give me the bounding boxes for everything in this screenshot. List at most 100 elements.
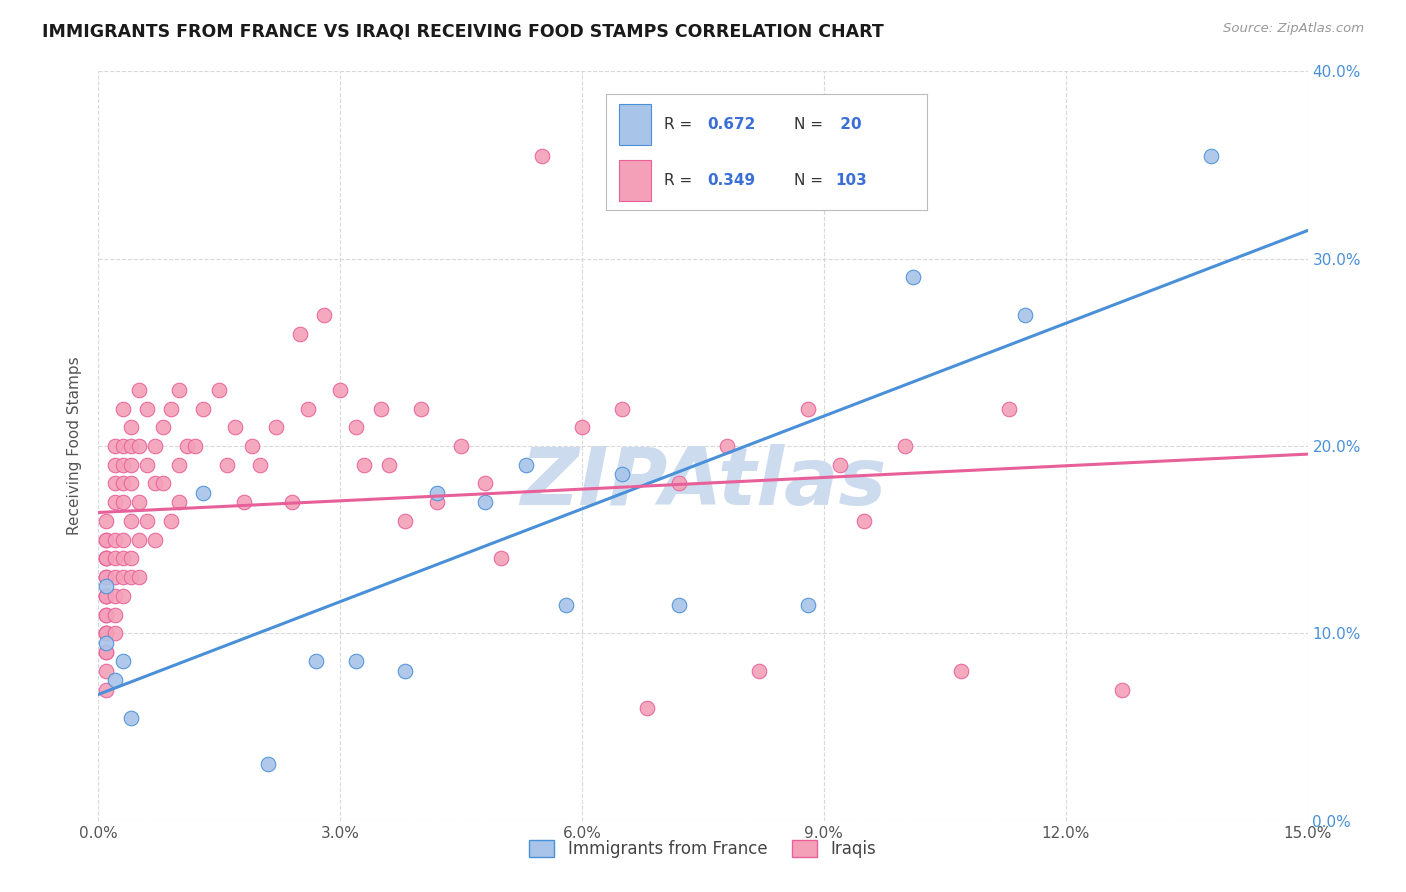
Point bbox=[612, 401, 634, 416]
Point bbox=[120, 551, 142, 566]
Point bbox=[281, 495, 304, 509]
Point bbox=[120, 514, 142, 528]
Point bbox=[193, 401, 215, 416]
Point bbox=[103, 626, 125, 640]
Point bbox=[949, 664, 972, 678]
Point bbox=[111, 533, 134, 547]
Point bbox=[167, 495, 190, 509]
Point bbox=[128, 495, 150, 509]
Point bbox=[128, 439, 150, 453]
Point bbox=[96, 607, 118, 622]
Point bbox=[96, 551, 118, 566]
Point bbox=[426, 495, 449, 509]
Point bbox=[143, 439, 166, 453]
Point bbox=[612, 467, 634, 482]
Point bbox=[853, 514, 876, 528]
Point bbox=[96, 589, 118, 603]
Point bbox=[450, 439, 472, 453]
Point bbox=[103, 570, 125, 584]
Point bbox=[103, 589, 125, 603]
Point bbox=[111, 439, 134, 453]
Point bbox=[96, 626, 118, 640]
Point bbox=[160, 514, 183, 528]
Point bbox=[96, 664, 118, 678]
Point bbox=[96, 589, 118, 603]
Text: ZIPAtlas: ZIPAtlas bbox=[520, 444, 886, 523]
Point bbox=[377, 458, 399, 472]
Point bbox=[426, 486, 449, 500]
Point bbox=[344, 420, 367, 434]
Point bbox=[103, 476, 125, 491]
Point bbox=[96, 570, 118, 584]
Point bbox=[111, 551, 134, 566]
Point bbox=[143, 476, 166, 491]
Point bbox=[217, 458, 239, 472]
Point bbox=[249, 458, 271, 472]
Point bbox=[1014, 308, 1036, 322]
Point bbox=[716, 439, 738, 453]
Text: Source: ZipAtlas.com: Source: ZipAtlas.com bbox=[1223, 22, 1364, 36]
Point bbox=[96, 514, 118, 528]
Point bbox=[111, 570, 134, 584]
Point bbox=[353, 458, 375, 472]
Point bbox=[474, 495, 496, 509]
Point bbox=[668, 476, 690, 491]
Point bbox=[96, 533, 118, 547]
Point bbox=[491, 551, 513, 566]
Point bbox=[128, 533, 150, 547]
Point bbox=[998, 401, 1021, 416]
Point bbox=[474, 476, 496, 491]
Point bbox=[111, 476, 134, 491]
Point bbox=[1199, 149, 1222, 163]
Point bbox=[152, 420, 174, 434]
Point bbox=[111, 655, 134, 669]
Point bbox=[103, 458, 125, 472]
Point bbox=[240, 439, 263, 453]
Point bbox=[256, 757, 278, 772]
Point bbox=[1111, 682, 1133, 697]
Point bbox=[120, 570, 142, 584]
Point bbox=[103, 607, 125, 622]
Point bbox=[901, 270, 924, 285]
Point bbox=[224, 420, 246, 434]
Point bbox=[103, 533, 125, 547]
Point bbox=[636, 701, 658, 715]
Point bbox=[530, 149, 553, 163]
Point bbox=[103, 551, 125, 566]
Point bbox=[103, 495, 125, 509]
Point bbox=[103, 439, 125, 453]
Point bbox=[103, 673, 125, 688]
Point bbox=[668, 599, 690, 613]
Point bbox=[96, 682, 118, 697]
Point bbox=[96, 551, 118, 566]
Point bbox=[555, 599, 578, 613]
Point bbox=[394, 664, 416, 678]
Point bbox=[96, 570, 118, 584]
Point bbox=[135, 514, 157, 528]
Point bbox=[167, 458, 190, 472]
Point bbox=[152, 476, 174, 491]
Point bbox=[748, 664, 770, 678]
Point bbox=[96, 580, 118, 594]
Point bbox=[176, 439, 198, 453]
Point bbox=[111, 589, 134, 603]
Point bbox=[167, 383, 190, 397]
Point bbox=[297, 401, 319, 416]
Point bbox=[193, 486, 215, 500]
Point bbox=[305, 655, 328, 669]
Point bbox=[515, 458, 537, 472]
Point bbox=[160, 401, 183, 416]
Point bbox=[288, 326, 311, 341]
Point bbox=[409, 401, 432, 416]
Point bbox=[329, 383, 352, 397]
Point bbox=[120, 439, 142, 453]
Point bbox=[120, 476, 142, 491]
Point bbox=[96, 645, 118, 659]
Point bbox=[96, 626, 118, 640]
Point bbox=[828, 458, 851, 472]
Point bbox=[208, 383, 231, 397]
Point bbox=[128, 383, 150, 397]
Point bbox=[143, 533, 166, 547]
Y-axis label: Receiving Food Stamps: Receiving Food Stamps bbox=[67, 357, 83, 535]
Point bbox=[893, 439, 915, 453]
